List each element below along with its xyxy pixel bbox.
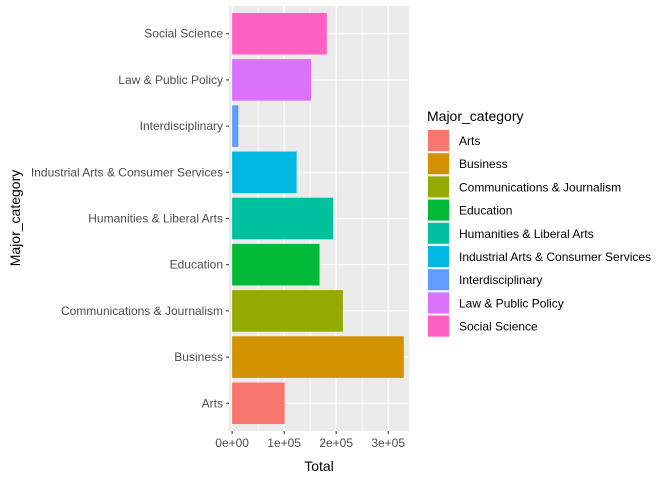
bar-interdisciplinary bbox=[232, 105, 239, 147]
y-tick-label: Humanities & Liberal Arts bbox=[88, 212, 223, 226]
legend-label: Interdisciplinary bbox=[459, 273, 542, 287]
legend-label: Communications & Journalism bbox=[459, 180, 621, 194]
y-tick-label: Law & Public Policy bbox=[118, 73, 223, 87]
bar-humanities-liberal-arts bbox=[232, 197, 334, 240]
legend-swatch bbox=[428, 199, 449, 221]
legend-items: Arts Business Communications & Journalism E… bbox=[427, 129, 651, 338]
x-tick-label: 1e+05 bbox=[267, 436, 301, 450]
y-axis-ticks: Arts Business Communications & Journalism E… bbox=[31, 27, 229, 410]
legend-swatch bbox=[428, 315, 449, 337]
bar-law-public-policy bbox=[232, 59, 312, 101]
bar-communications-journalism bbox=[232, 290, 343, 332]
legend-swatch bbox=[428, 130, 449, 151]
legend-label: Business bbox=[459, 157, 508, 171]
bars bbox=[232, 12, 404, 425]
y-tick-label: Arts bbox=[202, 396, 223, 410]
bar-business bbox=[232, 336, 404, 378]
y-axis-title: Major_category bbox=[7, 170, 23, 267]
legend-label: Social Science bbox=[459, 320, 538, 334]
bar-industrial-arts-consumer-services bbox=[232, 151, 297, 194]
y-tick-label: Business bbox=[174, 350, 223, 364]
legend-swatch bbox=[428, 292, 449, 314]
legend-swatch bbox=[428, 153, 449, 175]
y-tick-label: Social Science bbox=[144, 27, 223, 41]
legend-title: Major_category bbox=[427, 108, 524, 124]
legend: Major_category Arts Business Communication… bbox=[427, 108, 651, 338]
legend-swatch bbox=[428, 176, 449, 198]
legend-swatch bbox=[428, 269, 449, 291]
y-tick-label: Industrial Arts & Consumer Services bbox=[31, 165, 223, 179]
legend-label: Arts bbox=[459, 134, 480, 148]
y-tick-label: Communications & Journalism bbox=[61, 304, 223, 318]
legend-label: Education bbox=[459, 204, 512, 218]
bar-arts bbox=[232, 382, 285, 425]
y-tick-label: Education bbox=[170, 258, 223, 272]
x-tick-label: 3e+05 bbox=[371, 436, 405, 450]
x-tick-label: 2e+05 bbox=[319, 436, 353, 450]
x-axis-ticks: 0e+00 1e+05 2e+05 3e+05 bbox=[215, 431, 405, 450]
x-axis-title: Total bbox=[304, 458, 334, 474]
x-tick-label: 0e+00 bbox=[215, 436, 249, 450]
legend-swatch bbox=[428, 246, 449, 267]
y-tick-label: Interdisciplinary bbox=[140, 119, 223, 133]
legend-swatch bbox=[428, 222, 449, 244]
legend-label: Law & Public Policy bbox=[459, 296, 564, 310]
bar-social-science bbox=[232, 12, 327, 55]
legend-label: Industrial Arts & Consumer Services bbox=[459, 250, 651, 264]
bar-education bbox=[232, 243, 320, 286]
legend-label: Humanities & Liberal Arts bbox=[459, 227, 594, 241]
